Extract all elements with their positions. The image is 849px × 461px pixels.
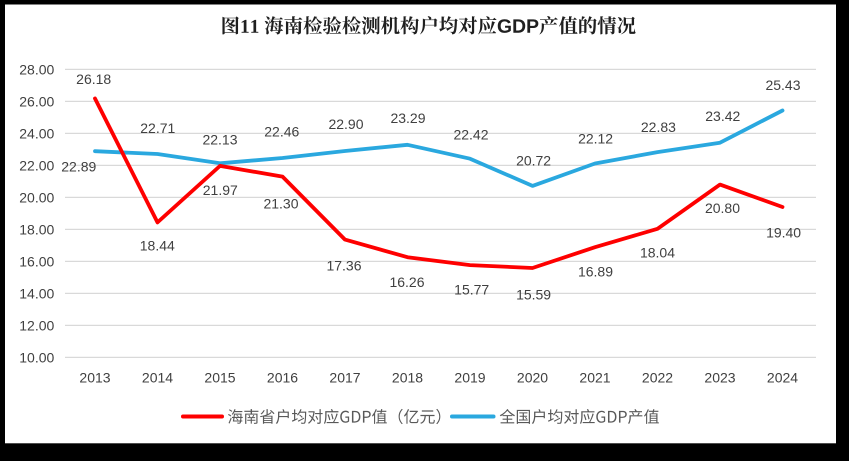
svg-text:20.80: 20.80 — [705, 200, 740, 216]
svg-text:18.04: 18.04 — [640, 245, 675, 261]
svg-text:2021: 2021 — [579, 369, 610, 385]
svg-text:2020: 2020 — [517, 369, 548, 385]
svg-text:22.00: 22.00 — [19, 157, 54, 173]
svg-text:22.89: 22.89 — [61, 159, 96, 175]
svg-text:16.00: 16.00 — [19, 253, 54, 269]
svg-text:14.00: 14.00 — [19, 285, 54, 301]
svg-text:2014: 2014 — [142, 369, 173, 385]
svg-text:16.89: 16.89 — [578, 263, 613, 279]
svg-text:2022: 2022 — [642, 369, 673, 385]
svg-text:2018: 2018 — [392, 369, 423, 385]
svg-text:2024: 2024 — [767, 369, 798, 385]
svg-text:24.00: 24.00 — [19, 125, 54, 141]
svg-text:22.71: 22.71 — [140, 120, 175, 136]
svg-text:20.72: 20.72 — [516, 153, 551, 169]
svg-text:2016: 2016 — [267, 369, 298, 385]
svg-text:2019: 2019 — [454, 369, 485, 385]
svg-text:22.13: 22.13 — [202, 132, 237, 148]
svg-text:22.46: 22.46 — [264, 124, 299, 140]
svg-text:17.36: 17.36 — [326, 257, 361, 273]
svg-text:15.59: 15.59 — [516, 287, 551, 303]
svg-text:15.77: 15.77 — [454, 281, 489, 297]
svg-text:16.26: 16.26 — [389, 274, 424, 290]
svg-text:22.83: 22.83 — [641, 119, 676, 135]
svg-text:22.90: 22.90 — [328, 116, 363, 132]
svg-text:2023: 2023 — [704, 369, 735, 385]
svg-text:23.42: 23.42 — [705, 108, 740, 124]
svg-text:18.44: 18.44 — [140, 238, 175, 254]
svg-text:22.12: 22.12 — [578, 130, 613, 146]
svg-text:28.00: 28.00 — [19, 61, 54, 77]
svg-text:26.00: 26.00 — [19, 93, 54, 109]
svg-text:10.00: 10.00 — [19, 349, 54, 365]
svg-text:20.00: 20.00 — [19, 189, 54, 205]
svg-text:21.97: 21.97 — [203, 182, 238, 198]
svg-text:21.30: 21.30 — [263, 195, 298, 211]
svg-text:2017: 2017 — [329, 369, 360, 385]
svg-text:2015: 2015 — [204, 369, 235, 385]
svg-text:25.43: 25.43 — [765, 77, 800, 93]
svg-text:26.18: 26.18 — [76, 71, 111, 87]
svg-text:19.40: 19.40 — [766, 225, 801, 241]
svg-text:22.42: 22.42 — [453, 127, 488, 143]
svg-text:23.29: 23.29 — [390, 110, 425, 126]
svg-text:18.00: 18.00 — [19, 221, 54, 237]
svg-text:12.00: 12.00 — [19, 317, 54, 333]
svg-text:2013: 2013 — [79, 369, 110, 385]
